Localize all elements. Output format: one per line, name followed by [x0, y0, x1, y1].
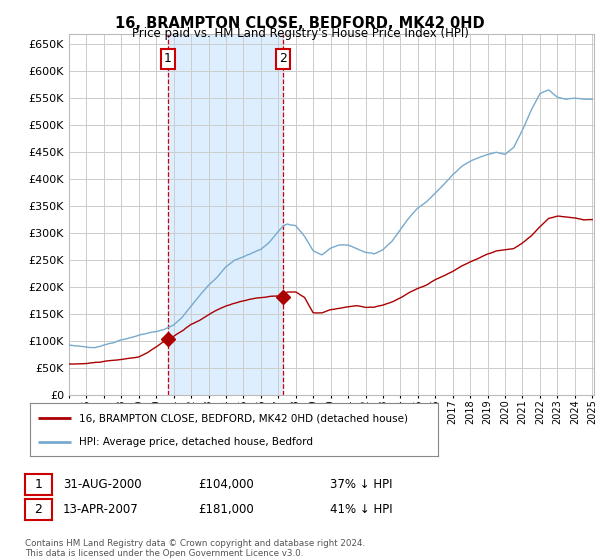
Text: 41% ↓ HPI: 41% ↓ HPI	[330, 503, 392, 516]
Text: 2: 2	[280, 53, 287, 66]
Text: 37% ↓ HPI: 37% ↓ HPI	[330, 478, 392, 491]
Text: HPI: Average price, detached house, Bedford: HPI: Average price, detached house, Bedf…	[79, 437, 313, 447]
Text: £181,000: £181,000	[198, 503, 254, 516]
Text: 1: 1	[164, 53, 172, 66]
Text: 16, BRAMPTON CLOSE, BEDFORD, MK42 0HD (detached house): 16, BRAMPTON CLOSE, BEDFORD, MK42 0HD (d…	[79, 413, 408, 423]
Bar	[168, 34, 283, 395]
Text: 13-APR-2007: 13-APR-2007	[63, 503, 139, 516]
Text: 1: 1	[34, 478, 43, 491]
Text: £104,000: £104,000	[198, 478, 254, 491]
Text: 2: 2	[34, 503, 43, 516]
Text: Contains HM Land Registry data © Crown copyright and database right 2024.
This d: Contains HM Land Registry data © Crown c…	[25, 539, 365, 558]
Text: 31-AUG-2000: 31-AUG-2000	[63, 478, 142, 491]
Text: Price paid vs. HM Land Registry's House Price Index (HPI): Price paid vs. HM Land Registry's House …	[131, 27, 469, 40]
Text: 16, BRAMPTON CLOSE, BEDFORD, MK42 0HD: 16, BRAMPTON CLOSE, BEDFORD, MK42 0HD	[115, 16, 485, 31]
